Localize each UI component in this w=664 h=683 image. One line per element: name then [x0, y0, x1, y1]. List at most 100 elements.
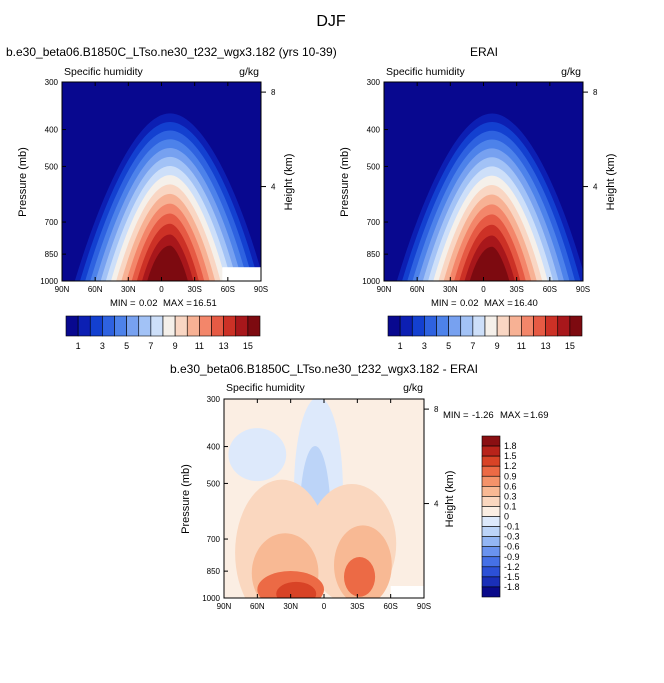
- colorbar-swatch: [533, 315, 546, 337]
- colorbar-label: 15: [565, 341, 575, 351]
- colorbar-swatch: [247, 315, 261, 337]
- colorbar-label: -1.8: [504, 582, 520, 592]
- y-tick-label: 500: [207, 479, 221, 488]
- colorbar-swatch: [399, 315, 413, 337]
- panel-model-ylabel-right: Height (km): [283, 154, 295, 211]
- colorbar-label: 13: [541, 341, 551, 351]
- colorbar-label: 5: [446, 341, 451, 351]
- panel-diff-field: [224, 399, 424, 598]
- missing-data-mask: [390, 586, 424, 598]
- x-tick-label: 60N: [250, 602, 265, 611]
- x-tick-label: 30N: [443, 285, 458, 294]
- panel-obs-max-value: 16.40: [514, 298, 538, 309]
- panel-diff-axes: 90N 60N 30N 0 30S 60S 90S 300 400 500 700 850 1000 8 4: [202, 395, 439, 611]
- colorbar-swatch: [481, 475, 501, 487]
- colorbar-swatch: [436, 315, 449, 337]
- colorbar-swatch: [521, 315, 534, 337]
- panel-diff-units: g/kg: [403, 382, 423, 394]
- panel-obs-field: [384, 82, 583, 281]
- missing-data-mask: [222, 267, 261, 281]
- y-tick-label: 700: [367, 218, 381, 227]
- x-tick-label: 90N: [377, 285, 392, 294]
- panel-model-max-value: 16.51: [193, 298, 217, 309]
- colorbar-label: 5: [124, 341, 129, 351]
- panel-obs-ylabel-right: Height (km): [605, 154, 617, 211]
- y-right-tick-label: 4: [271, 183, 276, 192]
- colorbar-label: -0.3: [504, 532, 520, 542]
- colorbar-swatch: [481, 526, 501, 537]
- colorbar-label: -0.1: [504, 522, 520, 532]
- colorbar-swatch: [481, 566, 501, 578]
- y-tick-label: 850: [207, 567, 221, 576]
- colorbar-swatch: [508, 315, 522, 337]
- y-tick-label: 300: [45, 78, 59, 87]
- panel-diff-max-label: MAX =: [500, 410, 529, 421]
- panel-diff-colorbar: 1.81.51.20.90.60.30.10-0.1-0.3-0.6-0.9-1…: [481, 435, 520, 598]
- colorbar-swatch: [481, 556, 501, 568]
- colorbar-label: -1.2: [504, 562, 520, 572]
- x-tick-label: 60N: [88, 285, 103, 294]
- colorbar-label: 1: [76, 341, 81, 351]
- y-right-tick-label: 8: [593, 88, 598, 97]
- colorbar-label: 1.2: [504, 461, 517, 471]
- panel-obs: ERAI Specific humidity g/kg 90N 60N 30N 0 30…: [339, 45, 617, 351]
- colorbar-swatch: [481, 445, 501, 457]
- colorbar-swatch: [89, 315, 103, 337]
- y-tick-label: 500: [45, 162, 59, 171]
- anom-pos-north-max: [276, 581, 317, 598]
- colorbar-label: 3: [100, 341, 105, 351]
- colorbar-swatch: [77, 315, 91, 337]
- colorbar-swatch: [114, 315, 127, 337]
- panel-obs-units: g/kg: [561, 66, 581, 78]
- colorbar-swatch: [174, 315, 188, 337]
- colorbar-swatch: [223, 315, 237, 337]
- contour-level-15: [469, 246, 510, 281]
- panel-diff-ylabel: Pressure (mb): [180, 464, 192, 534]
- colorbar-label: 0.3: [504, 491, 517, 501]
- x-tick-label: 90N: [55, 285, 70, 294]
- panel-diff: b.e30_beta06.B1850C_LTso.ne30_t232_wgx3.…: [170, 362, 549, 611]
- colorbar-swatch: [484, 315, 498, 337]
- panel-diff-max-value: 1.69: [530, 410, 549, 421]
- x-tick-label: 0: [159, 285, 164, 294]
- colorbar-label: -1.5: [504, 572, 520, 582]
- colorbar-swatch: [569, 315, 583, 337]
- panel-model-ylabel: Pressure (mb): [17, 147, 29, 217]
- x-tick-label: 60S: [221, 285, 235, 294]
- y-right-tick-label: 8: [271, 88, 276, 97]
- x-tick-label: 0: [481, 285, 486, 294]
- colorbar-swatch: [481, 576, 501, 588]
- x-tick-label: 90N: [217, 602, 232, 611]
- figure-title: DJF: [316, 13, 346, 30]
- panel-obs-title: ERAI: [470, 45, 498, 59]
- y-tick-label: 400: [367, 126, 381, 135]
- panel-model-axes: 90N 60N 30N 0 30S 60S 90S 300 400 500 700 850 1000 8 4: [40, 78, 276, 294]
- colorbar-swatch: [481, 586, 501, 598]
- colorbar-swatch: [211, 315, 224, 337]
- colorbar-swatch: [424, 315, 437, 337]
- panel-diff-min-value: -1.26: [472, 410, 494, 421]
- colorbar-label: 9: [173, 341, 178, 351]
- colorbar-swatch: [472, 315, 486, 337]
- panel-model-stats: MIN = 0.02 MAX = 16.51: [110, 298, 217, 309]
- colorbar-swatch: [557, 315, 571, 337]
- x-tick-label: 0: [322, 602, 327, 611]
- x-tick-label: 90S: [417, 602, 431, 611]
- colorbar-swatch: [448, 315, 462, 337]
- y-tick-label: 850: [45, 250, 59, 259]
- panel-obs-max-label: MAX =: [484, 298, 513, 309]
- x-tick-label: 30N: [283, 602, 298, 611]
- colorbar-swatch: [481, 516, 501, 527]
- y-tick-label: 1000: [40, 277, 58, 286]
- x-tick-label: 90S: [576, 285, 590, 294]
- colorbar-label: 0.1: [504, 501, 517, 511]
- colorbar-swatch: [235, 315, 249, 337]
- y-tick-label: 850: [367, 250, 381, 259]
- panel-diff-title: b.e30_beta06.B1850C_LTso.ne30_t232_wgx3.…: [170, 362, 478, 376]
- anom-pos-south-core: [344, 556, 376, 597]
- y-tick-label: 1000: [362, 277, 380, 286]
- panel-obs-ylabel: Pressure (mb): [339, 147, 351, 217]
- colorbar-label: 9: [495, 341, 500, 351]
- colorbar-swatch: [186, 315, 200, 337]
- panel-obs-min-label: MIN =: [431, 298, 457, 309]
